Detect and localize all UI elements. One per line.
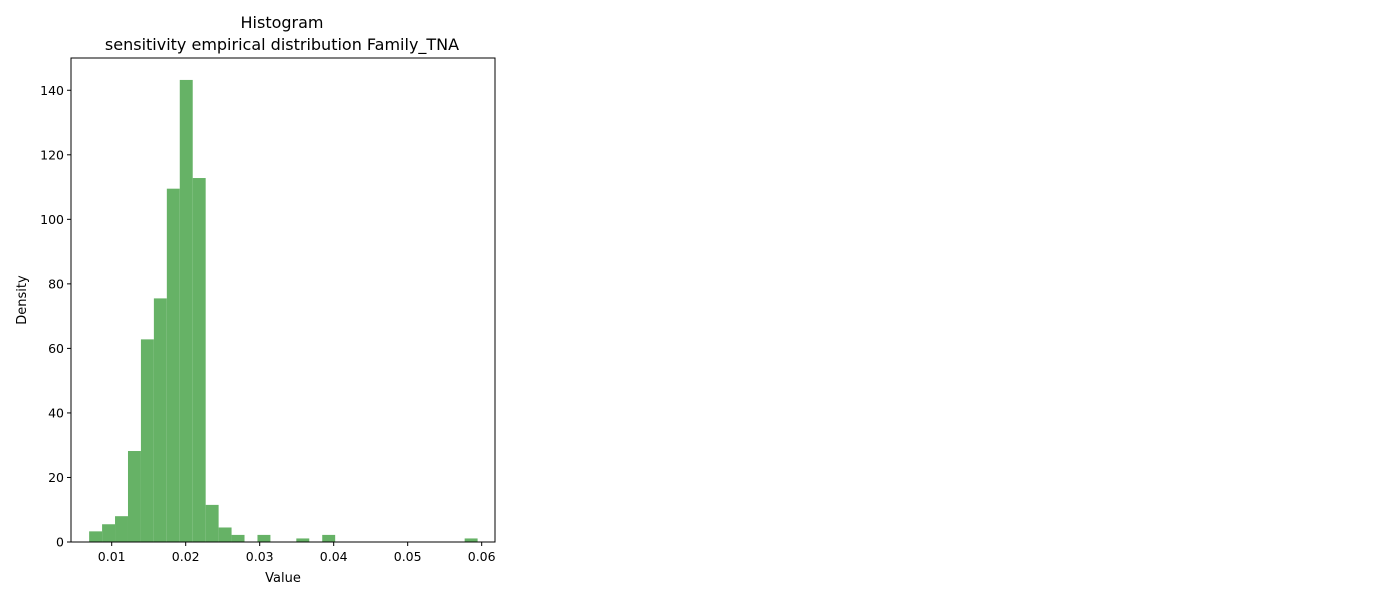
x-tick-label: 0.05: [394, 549, 422, 564]
y-axis-label: Density: [15, 275, 30, 325]
x-tick-label: 0.04: [320, 549, 348, 564]
histogram-bar: [179, 79, 193, 542]
x-axis-label: Value: [265, 571, 301, 586]
chart-title: Histogram: [241, 13, 324, 32]
y-tick-label: 60: [48, 341, 64, 356]
plot-frame: [70, 57, 496, 543]
y-tick-label: 80: [48, 276, 64, 291]
y-tick-label: 0: [56, 535, 64, 550]
histogram-bar: [166, 188, 180, 542]
y-tick-label: 100: [40, 212, 64, 227]
histogram-bar: [322, 534, 336, 542]
x-tick-label: 0.03: [246, 549, 274, 564]
x-tick-label: 0.06: [468, 549, 496, 564]
histogram-bar: [115, 516, 128, 542]
histogram-bar: [205, 504, 219, 542]
histogram-bar: [296, 538, 310, 542]
chart-subtitle: sensitivity empirical distribution Famil…: [105, 35, 459, 55]
histogram-bar: [140, 339, 154, 542]
histogram-bar: [231, 534, 245, 542]
x-ticks-group: 0.01 0.02 0.03 0.04 0.05 0.06: [98, 542, 496, 564]
histogram-bar: [257, 534, 271, 542]
histogram-bar: [127, 451, 141, 542]
x-tick-label: 0.02: [172, 549, 200, 564]
y-tick-label: 20: [48, 470, 64, 485]
histogram-bar: [153, 298, 167, 542]
histogram-bar: [464, 538, 478, 542]
y-tick-label: 140: [40, 83, 64, 98]
y-tick-label: 40: [48, 405, 64, 420]
histogram-bar: [102, 524, 116, 542]
y-tick-label: 120: [40, 147, 64, 162]
histogram-bar: [218, 527, 232, 542]
histogram-bar: [192, 178, 206, 542]
y-ticks-group: 0 20 40 60 80 100 120 140: [40, 83, 71, 550]
histogram-bar: [89, 531, 103, 542]
bars-group: [89, 79, 478, 542]
x-tick-label: 0.01: [98, 549, 126, 564]
